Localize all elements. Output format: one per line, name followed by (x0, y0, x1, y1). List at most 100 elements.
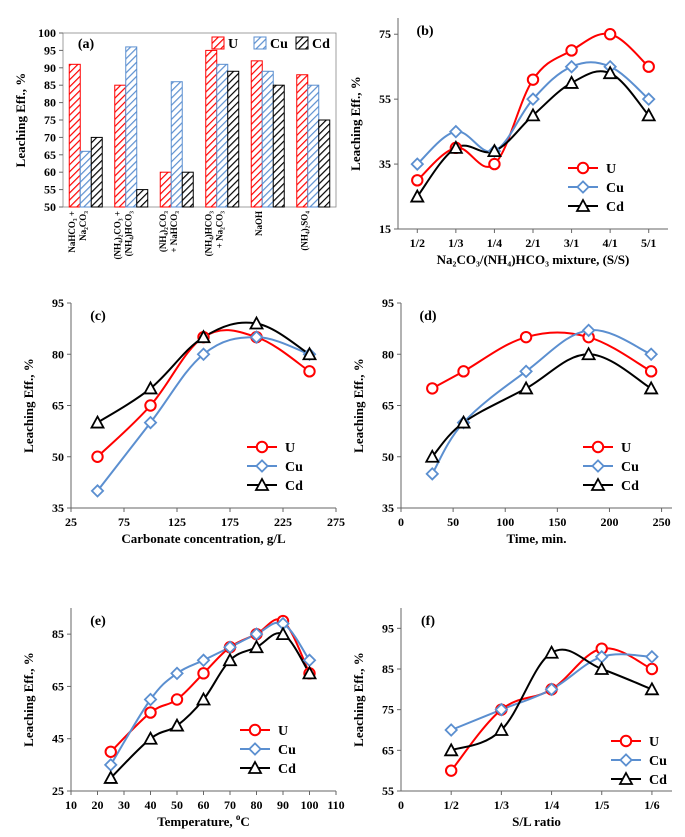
x-tick-label: 50 (447, 515, 459, 529)
y-tick-label: 85 (382, 662, 394, 676)
x-tick-label: 1/3 (448, 236, 463, 250)
legend-label-U: U (228, 37, 238, 52)
y-tick-label: 50 (382, 450, 394, 464)
y-tick-label: 25 (52, 784, 64, 798)
y-tick-label: 70 (44, 130, 56, 144)
marker-Cu (526, 92, 540, 107)
y-tick-label: 80 (382, 347, 394, 361)
x-tick-label: 125 (168, 515, 186, 529)
marker-U (644, 365, 658, 378)
legend-label-U: U (278, 724, 288, 739)
x-tick-label: 110 (327, 798, 344, 812)
x-tick-label: 175 (221, 515, 239, 529)
series-line-U (431, 331, 652, 390)
marker-U (576, 161, 590, 175)
marker-U (197, 667, 210, 680)
y-tick-label: 35 (379, 157, 391, 171)
legend-label-Cu: Cu (621, 460, 639, 475)
marker-Cd (564, 75, 580, 89)
bar-Cu (170, 81, 183, 208)
legend-label-U: U (285, 441, 295, 456)
panel-e: 25 45 65 85 10 20 30 40 50 60 70 80 90 100 110 Temperat… (52, 608, 345, 829)
y-tick-label: 15 (379, 222, 391, 236)
marker-U (645, 662, 659, 676)
bar-Cu (307, 84, 320, 208)
marker-Cd (195, 329, 212, 344)
marker-Cu (196, 347, 211, 362)
y-tick-label: 95 (382, 296, 394, 310)
marker-U (411, 174, 424, 187)
marker-U (248, 723, 262, 737)
marker-Cd (544, 644, 560, 659)
legend: U Cu Cd (211, 36, 330, 52)
series-line-Cd (450, 648, 653, 752)
marker-Cu (619, 753, 633, 767)
y-axis-label: Leaching Eff., % (21, 358, 36, 453)
marker-Cd (103, 770, 119, 784)
x-tick-label: 100 (301, 798, 319, 812)
marker-U (104, 745, 117, 758)
marker-Cd (518, 380, 534, 395)
x-axis-label: Time, min. (506, 531, 566, 546)
bar-Cd (272, 84, 285, 208)
y-tick-label: 80 (52, 347, 64, 361)
y-tick-label: 95 (52, 296, 64, 310)
legend-label-Cd: Cd (621, 479, 639, 494)
bar-U (250, 60, 263, 208)
category-label: (NH₄)₂CO₃ + (112, 211, 122, 259)
marker-Cu (143, 692, 158, 707)
x-axis-label: Carbonate concentration, g/L (121, 531, 286, 546)
bar-Cd (136, 189, 149, 208)
category-label: + NaHCO₃ (169, 211, 179, 253)
category-label: NaHCO₃ + (67, 211, 77, 253)
y-tick-label: 65 (52, 399, 64, 413)
marker-Cu (425, 466, 440, 481)
marker-Cu (644, 347, 659, 362)
marker-Cd (301, 346, 318, 361)
x-tick-label: 30 (118, 798, 130, 812)
marker-Cu (90, 484, 105, 498)
marker-Cu (249, 330, 264, 345)
bar-U (68, 63, 81, 208)
bar-Cu (125, 46, 138, 208)
legend-label-U: U (606, 162, 616, 177)
legend: U Cu Cd (247, 440, 303, 494)
legend-label-Cd: Cd (278, 762, 296, 777)
x-tick-label: 0 (398, 515, 404, 529)
x-tick-label: 2/1 (525, 236, 540, 250)
y-tick-label: 75 (379, 27, 391, 41)
panel-a: 50 55 60 65 70 75 80 85 90 95 100 NaHCO₃ + Na₂CO₃ (NH… (38, 26, 337, 259)
marker-Cd (443, 742, 459, 757)
x-tick-label: 250 (653, 515, 671, 529)
legend-swatch-U (211, 36, 225, 50)
marker-Cu (103, 757, 118, 772)
bar-Cu (261, 70, 274, 208)
x-tick-label: 150 (548, 515, 566, 529)
x-tick-label: 0 (398, 798, 404, 812)
marker-Cd (581, 346, 597, 361)
marker-U (255, 440, 269, 454)
category-label: (NH₄)HCO₃ (123, 211, 133, 257)
bar-Cd (227, 70, 240, 208)
y-tick-label: 50 (44, 200, 56, 214)
legend: U Cu Cd (240, 723, 296, 777)
legend-label-Cu: Cu (285, 460, 303, 475)
marker-Cd (89, 414, 106, 429)
marker-Cd (275, 626, 291, 641)
marker-Cu (519, 364, 533, 379)
y-tick-label: 65 (52, 679, 64, 693)
y-tick-label: 75 (382, 703, 394, 717)
x-tick-label: 60 (198, 798, 210, 812)
marker-Cu (645, 649, 659, 664)
marker-U (144, 399, 157, 412)
x-tick-label: 4/1 (602, 236, 617, 250)
x-tick-label: 10 (65, 798, 77, 812)
marker-Cu (641, 92, 656, 107)
marker-U (426, 382, 439, 395)
marker-Cu (170, 666, 184, 681)
y-tick-label: 80 (44, 96, 56, 110)
x-axis-label-unit: C (240, 814, 249, 829)
x-tick-label: 1/6 (644, 798, 659, 812)
legend-label-Cd: Cd (285, 479, 303, 494)
marker-U (642, 60, 655, 73)
